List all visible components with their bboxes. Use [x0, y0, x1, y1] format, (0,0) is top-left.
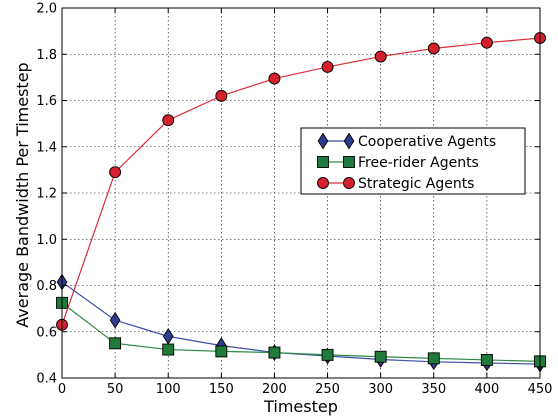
x-tick-label: 150 — [209, 382, 234, 397]
legend-marker — [343, 177, 355, 189]
data-point — [162, 328, 174, 345]
legend-label: Free-rider Agents — [358, 155, 479, 171]
data-point — [109, 337, 122, 350]
legend: Cooperative Agents Free-rider Agents Strat… — [300, 127, 526, 195]
series-cooperative-agents — [56, 273, 546, 373]
y-tick-label: 1.0 — [36, 233, 57, 248]
data-point — [268, 72, 281, 85]
series-line — [61, 281, 541, 365]
axis-ticks: 0 50 100 150 200 250 300 350 400 450 0.4 0.6 0.8 1.0 1… — [36, 2, 552, 398]
x-tick-label: 50 — [107, 382, 124, 397]
data-point — [480, 36, 493, 49]
legend-item: Free-rider Agents — [317, 155, 479, 171]
series-line — [61, 37, 541, 326]
y-axis-title: Average Bandwidth Per Timestep — [13, 62, 32, 327]
data-point — [321, 348, 334, 361]
y-tick-label: 0.4 — [36, 372, 57, 387]
y-tick-label: 1.2 — [36, 187, 57, 202]
series-line — [61, 302, 541, 362]
legend-item: Cooperative Agents — [317, 132, 496, 150]
x-tick-label: 450 — [528, 382, 553, 397]
x-tick-label: 400 — [474, 382, 499, 397]
x-tick-label: 200 — [262, 382, 287, 397]
x-axis-title: Timestep — [263, 397, 338, 416]
legend-marker — [317, 177, 329, 189]
data-point — [215, 345, 228, 358]
data-point — [321, 61, 334, 73]
data-point — [374, 350, 387, 363]
data-point — [374, 50, 387, 63]
legend-marker — [317, 156, 329, 168]
x-tick-label: 350 — [421, 382, 446, 397]
y-tick-label: 1.6 — [36, 94, 57, 109]
data-point — [427, 352, 440, 365]
data-point — [427, 42, 440, 55]
x-tick-label: 300 — [368, 382, 393, 397]
x-tick-label: 100 — [156, 382, 181, 397]
data-point — [109, 166, 122, 179]
y-tick-label: 1.4 — [36, 140, 57, 155]
legend-marker — [343, 132, 355, 150]
legend-marker — [317, 132, 329, 150]
data-point — [268, 346, 281, 359]
legend-label: Strategic Agents — [358, 176, 474, 192]
data-point — [109, 311, 121, 329]
x-tick-label: 250 — [315, 382, 340, 397]
data-point — [162, 343, 175, 356]
y-tick-label: 0.6 — [36, 325, 57, 340]
y-tick-label: 0.8 — [36, 279, 57, 294]
series-layer — [56, 32, 546, 373]
x-tick-label: 0 — [58, 382, 66, 397]
data-point — [480, 354, 493, 366]
data-point — [215, 89, 228, 102]
y-tick-label: 2.0 — [36, 2, 57, 17]
y-tick-label: 1.8 — [36, 48, 57, 63]
legend-item: Strategic Agents — [317, 176, 474, 192]
series-strategic-agents — [56, 32, 546, 331]
legend-label: Cooperative Agents — [358, 134, 496, 150]
legend-marker — [343, 156, 355, 168]
series-free-rider-agents — [56, 296, 546, 368]
data-point — [162, 114, 175, 127]
legend-box — [300, 127, 526, 195]
